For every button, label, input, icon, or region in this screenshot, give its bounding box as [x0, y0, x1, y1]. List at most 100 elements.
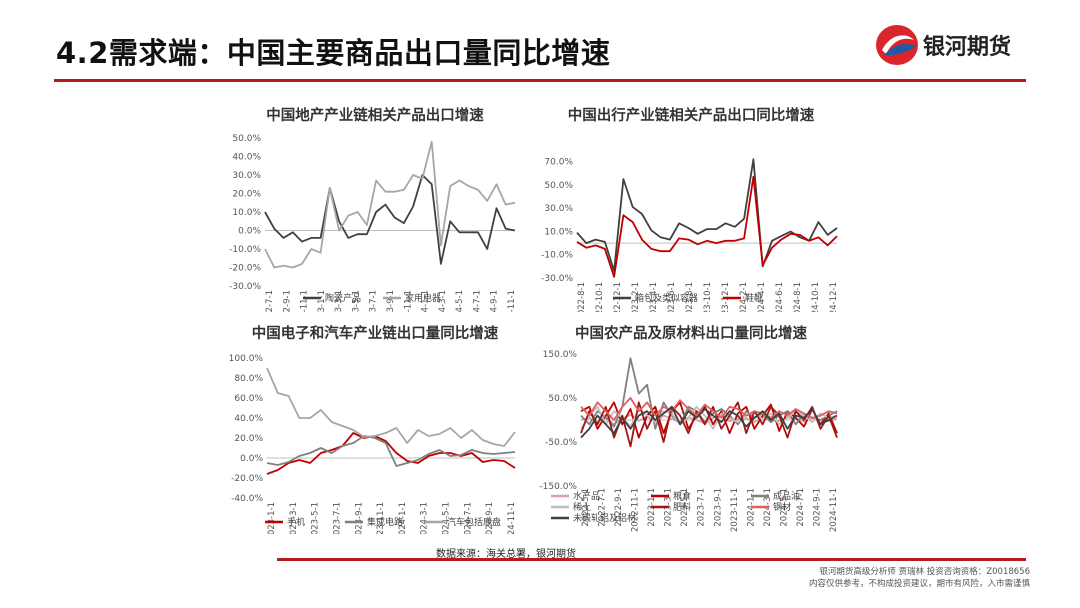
y-tick-label: 20.0% — [232, 190, 261, 200]
x-tick-label: 2023-11-1 — [403, 290, 413, 312]
bottom-divider — [277, 558, 1026, 561]
x-tick-label: 2024-10-1 — [811, 282, 821, 312]
y-tick-label: -30.0% — [229, 282, 261, 292]
legend-label: 陶瓷产品 — [325, 292, 361, 304]
x-tick-label: 2024-3-1 — [420, 502, 430, 534]
y-tick-label: -20.0% — [231, 474, 263, 484]
x-tick-label: 2022-7-1 — [265, 290, 275, 312]
x-tick-label: 2024-9-1 — [812, 488, 822, 527]
y-tick-label: 60.0% — [234, 394, 263, 404]
x-tick-label: 2024-2-1 — [739, 282, 749, 312]
legend-label: 未锻轧铝及铝材 — [573, 512, 636, 524]
x-tick-label: 2024-5-1 — [442, 502, 452, 534]
series-line-6 — [580, 405, 838, 439]
x-tick-label: 2024-11-1 — [507, 502, 517, 534]
x-tick-label: 2024-5-1 — [455, 290, 465, 312]
footer-risk-note: 内容仅供参考，不构成投资建议，期市有风险，入市需谨慎 — [808, 579, 1030, 589]
y-tick-label: -10.0% — [229, 245, 261, 255]
x-tick-label: 2024-12-1 — [829, 282, 839, 312]
x-tick-label: 2023-5-1 — [680, 488, 690, 527]
x-tick-label: 2023-9-1 — [713, 488, 723, 527]
y-tick-label: -150.0% — [539, 482, 577, 492]
x-tick-label: 2024-6-1 — [775, 282, 785, 312]
x-tick-label: 2024-7-1 — [463, 502, 473, 534]
x-tick-label: 2024-9-1 — [485, 502, 495, 534]
x-tick-label: 2023-10-1 — [703, 282, 713, 312]
x-tick-label: 2024-8-1 — [793, 282, 803, 312]
x-tick-label: 2023-11-1 — [376, 502, 386, 534]
y-tick-label: -10.0% — [541, 251, 573, 261]
y-tick-label: 70.0% — [544, 158, 573, 168]
legend-label: 成品油 — [773, 490, 800, 502]
x-tick-label: 2023-6-1 — [667, 282, 677, 312]
y-tick-label: 30.0% — [544, 204, 573, 214]
x-tick-label: 2022-9-1 — [282, 290, 292, 312]
series-line-5 — [580, 397, 838, 421]
x-tick-label: 2022-9-1 — [614, 488, 624, 527]
x-tick-label: 2022-5-1 — [581, 488, 591, 527]
x-tick-label: 2023-9-1 — [386, 290, 396, 312]
chart-title: 中国农产品及原材料出口量同比增速 — [575, 324, 807, 342]
y-tick-label: 40.0% — [232, 153, 261, 163]
chart-travel: 中国出行产业链相关产品出口同比增速 70.0% 50.0% 30.0% 10.0% -10… — [541, 106, 839, 312]
y-tick-label: 50.0% — [544, 181, 573, 191]
legend-label: 家用电器 — [405, 292, 441, 304]
series-line-0 — [264, 174, 516, 265]
x-tick-label: 2023-1-1 — [317, 290, 327, 312]
x-tick-label: 2023-11-1 — [730, 488, 740, 532]
x-tick-label: 2024-7-1 — [796, 488, 806, 527]
x-tick-label: 2024-3-1 — [438, 290, 448, 312]
x-tick-label: 2022-11-1 — [300, 290, 310, 312]
y-tick-label: 50.0% — [548, 394, 577, 404]
y-tick-label: 0.0% — [238, 227, 261, 237]
x-tick-label: 2023-5-1 — [311, 502, 321, 534]
legend-label: 汽车包括底盘 — [447, 516, 501, 528]
x-tick-label: 2023-4-1 — [649, 282, 659, 312]
x-tick-label: 2023-1-1 — [267, 502, 277, 534]
y-tick-label: 80.0% — [234, 374, 263, 384]
x-tick-label: 2023-9-1 — [354, 502, 364, 534]
footer-disclaimer: 银河期货高级分析师 贾瑞林 投资咨询资格：Z0018656 内容仅供参考，不构成… — [809, 566, 1030, 590]
x-tick-label: 2023-7-1 — [697, 488, 707, 527]
x-tick-label: 2023-3-1 — [334, 290, 344, 312]
y-tick-label: 150.0% — [543, 350, 578, 360]
x-tick-label: 2024-4-1 — [757, 282, 767, 312]
series-line-1 — [576, 175, 838, 278]
y-tick-label: 0.0% — [240, 454, 263, 464]
legend-label: 钢材 — [773, 501, 791, 513]
series-line-0 — [266, 432, 516, 475]
x-tick-label: 2023-5-1 — [351, 290, 361, 312]
legend-label: 手机 — [287, 516, 305, 528]
y-tick-label: 10.0% — [232, 208, 261, 218]
x-tick-label: 2024-9-1 — [490, 290, 500, 312]
footer-analyst: 银河期货高级分析师 贾瑞林 投资咨询资格：Z0018656 — [819, 567, 1030, 577]
chart-title: 中国地产产业链相关产品出口增速 — [266, 106, 484, 124]
x-tick-label: 2023-2-1 — [631, 282, 641, 312]
series-line-0 — [576, 158, 838, 272]
x-tick-label: 2023-3-1 — [289, 502, 299, 534]
legend-label: 水产品 — [573, 490, 600, 502]
y-tick-label: 10.0% — [544, 227, 573, 237]
x-tick-label: 2022-11-1 — [631, 488, 641, 532]
series-line-1 — [266, 435, 516, 467]
legend-label: 鞋靴 — [745, 292, 763, 304]
series-line-2 — [580, 357, 838, 430]
legend-label: 稀土 — [573, 501, 591, 513]
x-tick-label: 2022-7-1 — [598, 488, 608, 527]
y-tick-label: -50.0% — [545, 438, 577, 448]
series-line-2 — [266, 367, 516, 447]
x-tick-label: 2022-8-1 — [577, 282, 587, 312]
legend-label: 集成电路 — [367, 516, 403, 528]
y-tick-label: 50.0% — [232, 134, 261, 144]
y-tick-label: -20.0% — [229, 264, 261, 274]
y-tick-label: 20.0% — [234, 434, 263, 444]
x-tick-label: 2024-11-1 — [829, 488, 839, 532]
x-tick-label: 2024-1-1 — [421, 290, 431, 312]
x-tick-label: 2023-7-1 — [332, 502, 342, 534]
x-tick-label: 2024-11-1 — [507, 290, 517, 312]
legend-label: 肥料 — [673, 501, 691, 513]
y-tick-label: 40.0% — [234, 414, 263, 424]
y-tick-label: -40.0% — [231, 494, 263, 504]
series-line-1 — [264, 140, 516, 269]
title-divider — [54, 79, 1026, 82]
